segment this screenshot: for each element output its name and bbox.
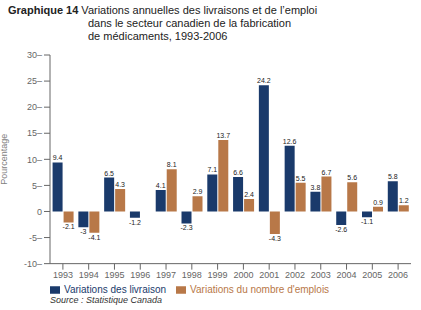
svg-text:0.9: 0.9: [373, 199, 383, 206]
html-text:Source : Statistique Canada: Source : Statistique Canada: [50, 295, 163, 305]
svg-text:10–: 10–: [27, 155, 42, 165]
svg-text:4.3: 4.3: [115, 181, 125, 188]
svg-text:30–: 30–: [27, 50, 42, 60]
svg-text:3.8: 3.8: [311, 184, 321, 191]
svg-text:2003: 2003: [311, 270, 331, 280]
svg-text:7.1: 7.1: [207, 166, 217, 173]
html-text:Variations des livraison: Variations des livraison: [64, 283, 167, 295]
svg-text:20–: 20–: [27, 102, 42, 112]
svg-text:6.5: 6.5: [104, 170, 114, 177]
svg-text:-2.1: -2.1: [63, 223, 75, 230]
svg-text:1998: 1998: [182, 270, 202, 280]
svg-text:1.2: 1.2: [399, 197, 409, 204]
svg-text:-2.3: -2.3: [180, 224, 192, 231]
svg-text:9.4: 9.4: [53, 154, 63, 161]
svg-text:2004: 2004: [337, 270, 357, 280]
svg-text:Pourcentage: Pourcentage: [8, 134, 9, 185]
svg-text:2001: 2001: [259, 270, 279, 280]
svg-text:-3: -3: [80, 228, 86, 235]
svg-text:-2.6: -2.6: [335, 226, 347, 233]
svg-text:5.5: 5.5: [296, 175, 306, 182]
svg-text:5–: 5–: [32, 181, 42, 191]
svg-text:2005: 2005: [362, 270, 382, 280]
svg-text:1994: 1994: [79, 270, 99, 280]
svg-text:1997: 1997: [156, 270, 176, 280]
svg-text:15–: 15–: [27, 128, 42, 138]
svg-text:6.6: 6.6: [233, 169, 243, 176]
svg-text:1993: 1993: [53, 270, 73, 280]
html-text:Variations du nombre d'emplois: Variations du nombre d'emplois: [190, 283, 330, 295]
svg-text:1995: 1995: [104, 270, 124, 280]
svg-text:2.9: 2.9: [193, 188, 203, 195]
svg-text:1999: 1999: [208, 270, 228, 280]
svg-text:-5–: -5–: [29, 233, 42, 243]
svg-text:25–: 25–: [27, 76, 42, 86]
svg-text:0: 0: [37, 207, 42, 217]
svg-text:12.6: 12.6: [283, 138, 297, 145]
html-text:Graphique 14 Variations annuel: Graphique 14 Variations annuelles des li…: [8, 4, 318, 16]
svg-text:-4.3: -4.3: [269, 235, 281, 242]
svg-text:4.1: 4.1: [156, 182, 166, 189]
html-text:dans le secteur canadien de la: dans le secteur canadien de la fabricati…: [88, 17, 291, 29]
svg-text:2006: 2006: [388, 270, 408, 280]
svg-text:5.6: 5.6: [347, 174, 357, 181]
svg-text:24.2: 24.2: [257, 77, 271, 84]
svg-text:2002: 2002: [285, 270, 305, 280]
svg-text:-4.1: -4.1: [88, 234, 100, 241]
svg-text:2.4: 2.4: [244, 191, 254, 198]
svg-text:13.7: 13.7: [216, 132, 230, 139]
html-text:de médicaments, 1993-2006: de médicaments, 1993-2006: [88, 30, 228, 42]
svg-text:8.1: 8.1: [167, 161, 177, 168]
svg-text:1996: 1996: [130, 270, 150, 280]
svg-text:6.7: 6.7: [322, 169, 332, 176]
svg-text:-1.2: -1.2: [129, 219, 141, 226]
svg-text:-10–: -10–: [24, 259, 42, 269]
svg-text:5.8: 5.8: [388, 173, 398, 180]
svg-text:2000: 2000: [233, 270, 253, 280]
svg-text:-1.1: -1.1: [361, 218, 373, 225]
